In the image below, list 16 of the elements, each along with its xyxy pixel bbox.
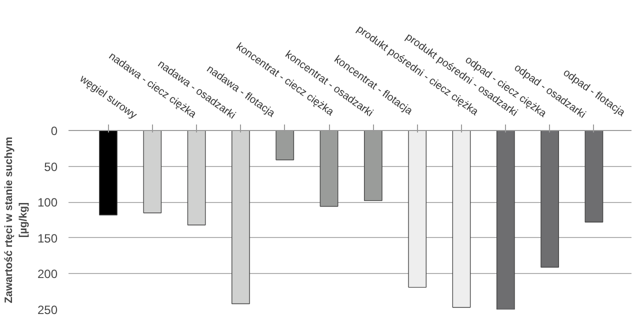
y-tick-label: 150 [37,231,58,246]
bar [452,130,471,308]
bar [143,130,162,214]
bar [496,130,515,310]
y-tick-label: 200 [37,267,58,282]
bar [584,130,604,222]
y-tick-label: 250 [37,303,58,317]
y-tick-label: 100 [37,196,58,210]
bar [187,130,206,226]
bar [408,130,427,288]
bar [99,130,118,216]
y-tick-label: 50 [44,160,58,174]
bar [232,130,250,304]
bar [540,130,559,268]
y-axis-title: Zawartość rtęci w stanie suchym [µg/kg] [3,136,30,304]
y-tick-label: 0 [50,124,58,138]
